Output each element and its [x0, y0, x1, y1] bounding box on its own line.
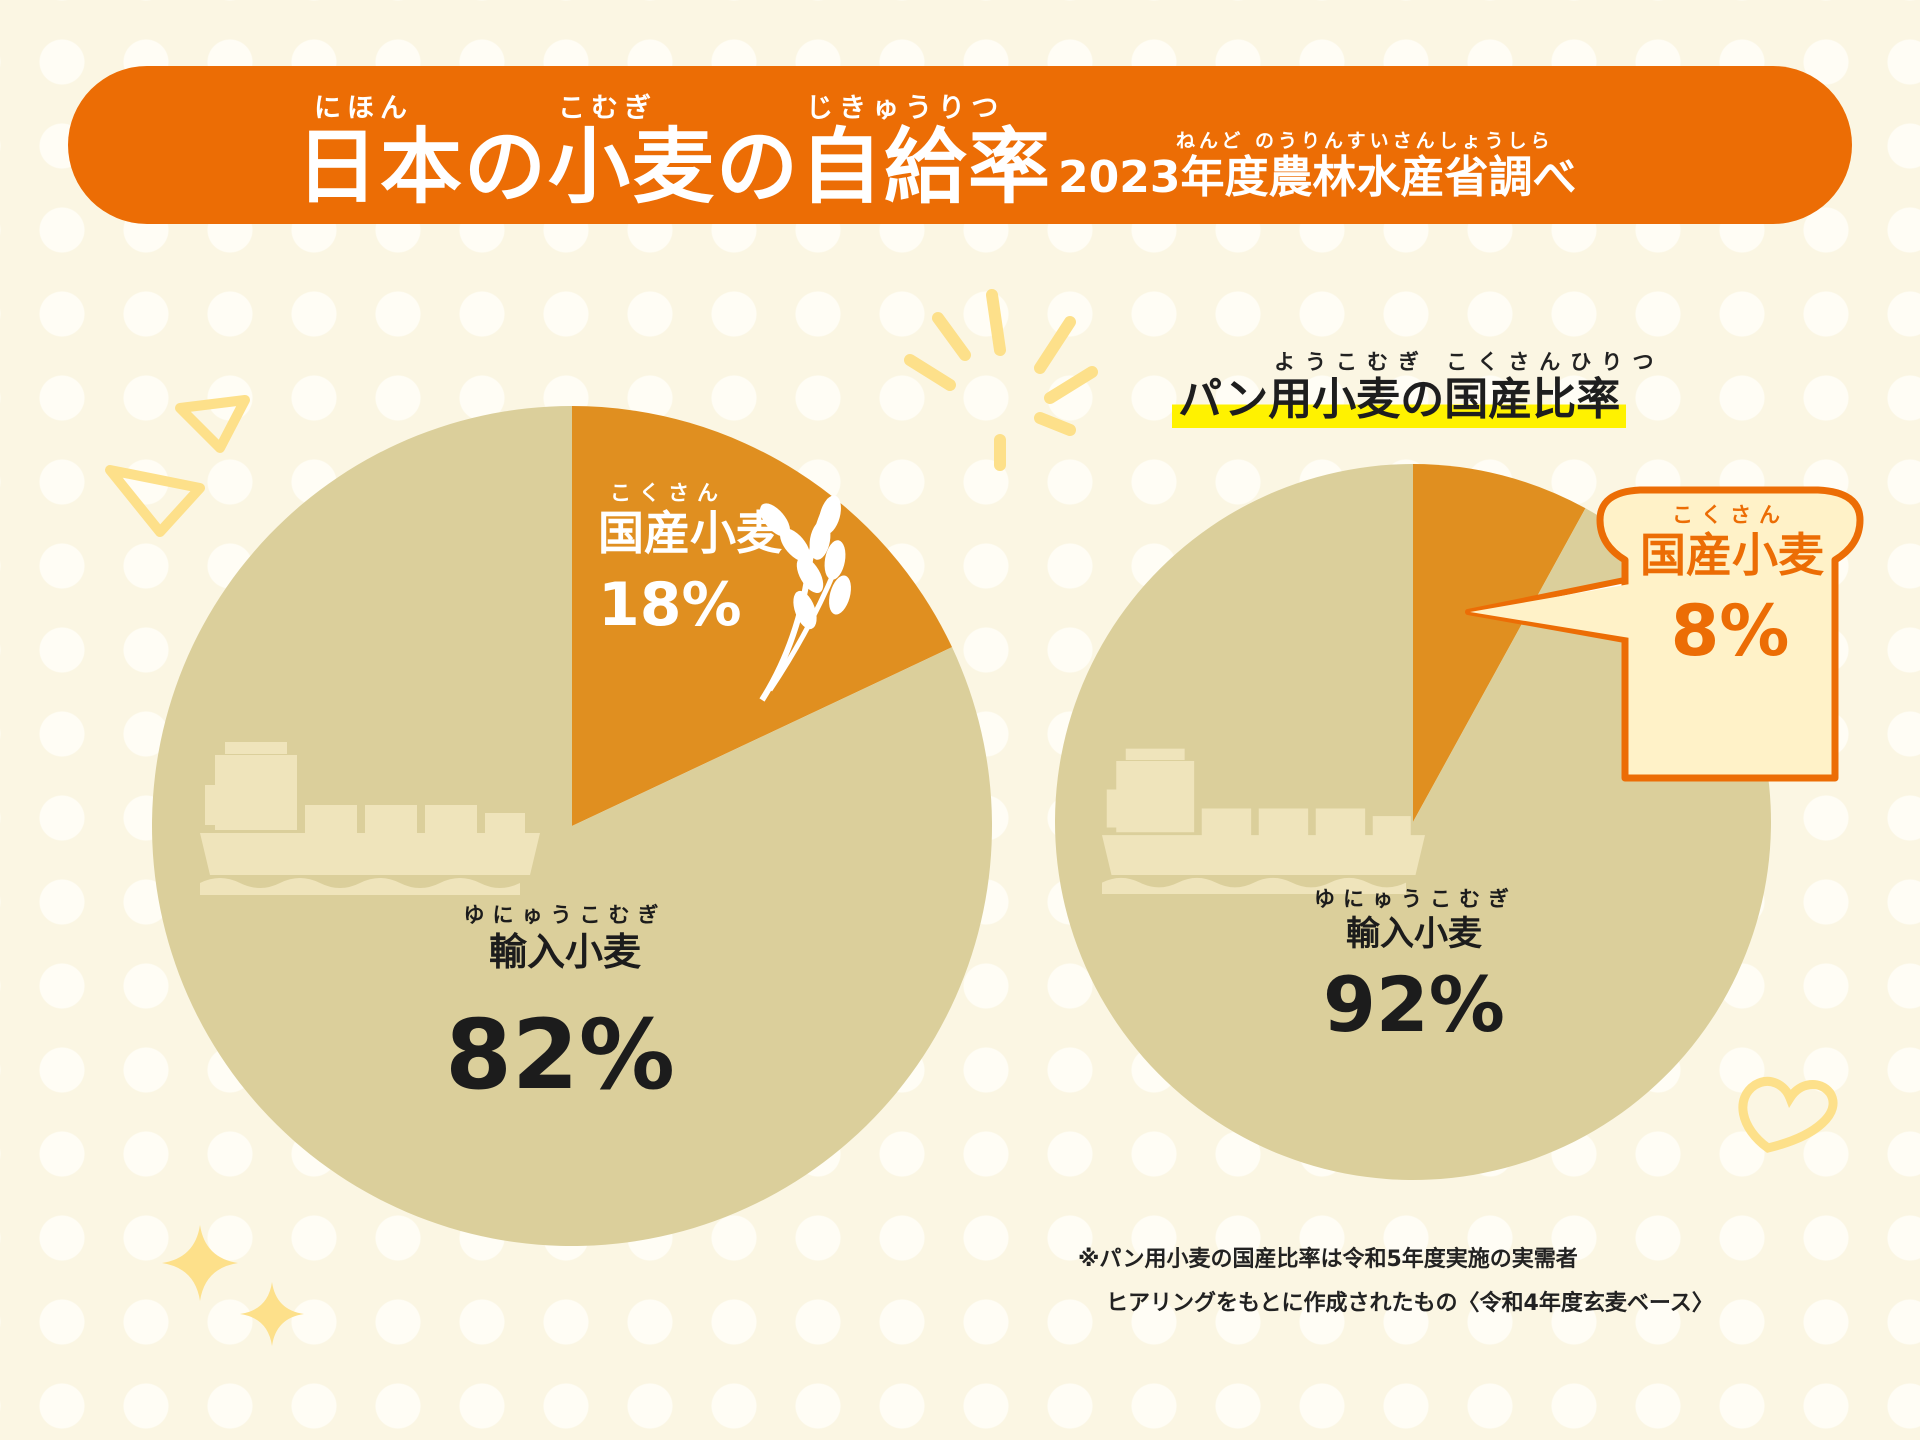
subtitle-ruby: ねんど のうりんすいさんしょうしら: [1176, 130, 1554, 152]
page-subtitle: 2023年度農林水産省調べ: [1058, 152, 1577, 203]
pie1-import-name: 輸入小麦: [488, 930, 641, 974]
wheat-icon: [759, 495, 851, 702]
pie2-domestic-value: 8%: [1670, 590, 1790, 672]
heart-icon: [1738, 1076, 1838, 1153]
bread-icon: [1465, 486, 1864, 782]
pie1-import-value: 82%: [445, 999, 675, 1111]
title-ruby-row: にほん こむぎ じきゅうりつ: [296, 82, 1056, 124]
pie1-import-ruby: ゆにゅうこむぎ: [463, 903, 667, 927]
pie1-import-label: ゆにゅうこむぎ 輸入小麦: [455, 902, 675, 976]
triangle-icon: [105, 395, 250, 537]
bread-chart-title-ruby: ようこむぎ こくさんひりつ: [1274, 350, 1664, 374]
cargo-ship-icon: [1102, 748, 1425, 894]
title-ruby-2: こむぎ: [558, 93, 657, 124]
cargo-ship-icon: [200, 742, 540, 895]
title-ruby-1: にほん: [314, 93, 413, 124]
pie-chart-national: [151, 406, 992, 1247]
title-ruby-3: じきゅうりつ: [806, 93, 1005, 124]
pie2-import-label: ゆにゅうこむぎ 輸入小麦: [1314, 886, 1514, 956]
pie1-slice-imported: [151, 406, 992, 1247]
pie2-domestic-label: こくさん 国産小麦 8%: [1640, 502, 1824, 676]
pie2-import-ruby: ゆにゅうこむぎ: [1314, 887, 1517, 911]
pie2-domestic-name: 国産小麦: [1640, 528, 1824, 582]
pie1-domestic-label: こくさん 国産小麦 18%: [598, 480, 782, 644]
pie1-domestic-ruby-1: こくさん: [610, 481, 726, 505]
pie2-slice-imported: [1055, 463, 1771, 1180]
sparkle-icon: [162, 1225, 304, 1346]
footnote-line-1: ※パン用小麦の国産比率は令和5年度実施の実需者: [1078, 1247, 1578, 1272]
pie1-domestic-value: 18%: [598, 570, 742, 640]
subtitle-block: ねんど のうりんすいさんしょうしら 2023年度農林水産省調べ: [1058, 126, 1618, 204]
page-title: 日本の小麦の自給率: [296, 120, 1053, 215]
bread-chart-title-block: ようこむぎ こくさんひりつ パン用小麦の国産比率: [1172, 346, 1664, 428]
footnote-line-2: ヒアリングをもとに作成されたもの〈令和4年度玄麦ベース〉: [1106, 1291, 1714, 1316]
pie2-domestic-ruby: こくさん: [1672, 503, 1788, 527]
pie2-import-name: 輸入小麦: [1346, 914, 1482, 954]
bread-chart-title: パン用小麦の国産比率: [1172, 372, 1627, 428]
pie1-slice-domestic: [572, 406, 953, 826]
pie2-import-value: 92%: [1323, 960, 1505, 1049]
pie-chart-bread: [1055, 463, 1771, 1180]
burst-icon: [904, 289, 1098, 471]
header-bar: [68, 66, 1852, 224]
pie2-slice-domestic: [1413, 464, 1586, 822]
pie1-domestic-name: 国産小麦: [598, 506, 782, 560]
title-block: にほん こむぎ じきゅうりつ 日本の小麦の自給率: [296, 82, 1056, 214]
footnote: ※パン用小麦の国産比率は令和5年度実施の実需者 ヒアリングをもとに作成されたもの…: [1078, 1238, 1714, 1326]
